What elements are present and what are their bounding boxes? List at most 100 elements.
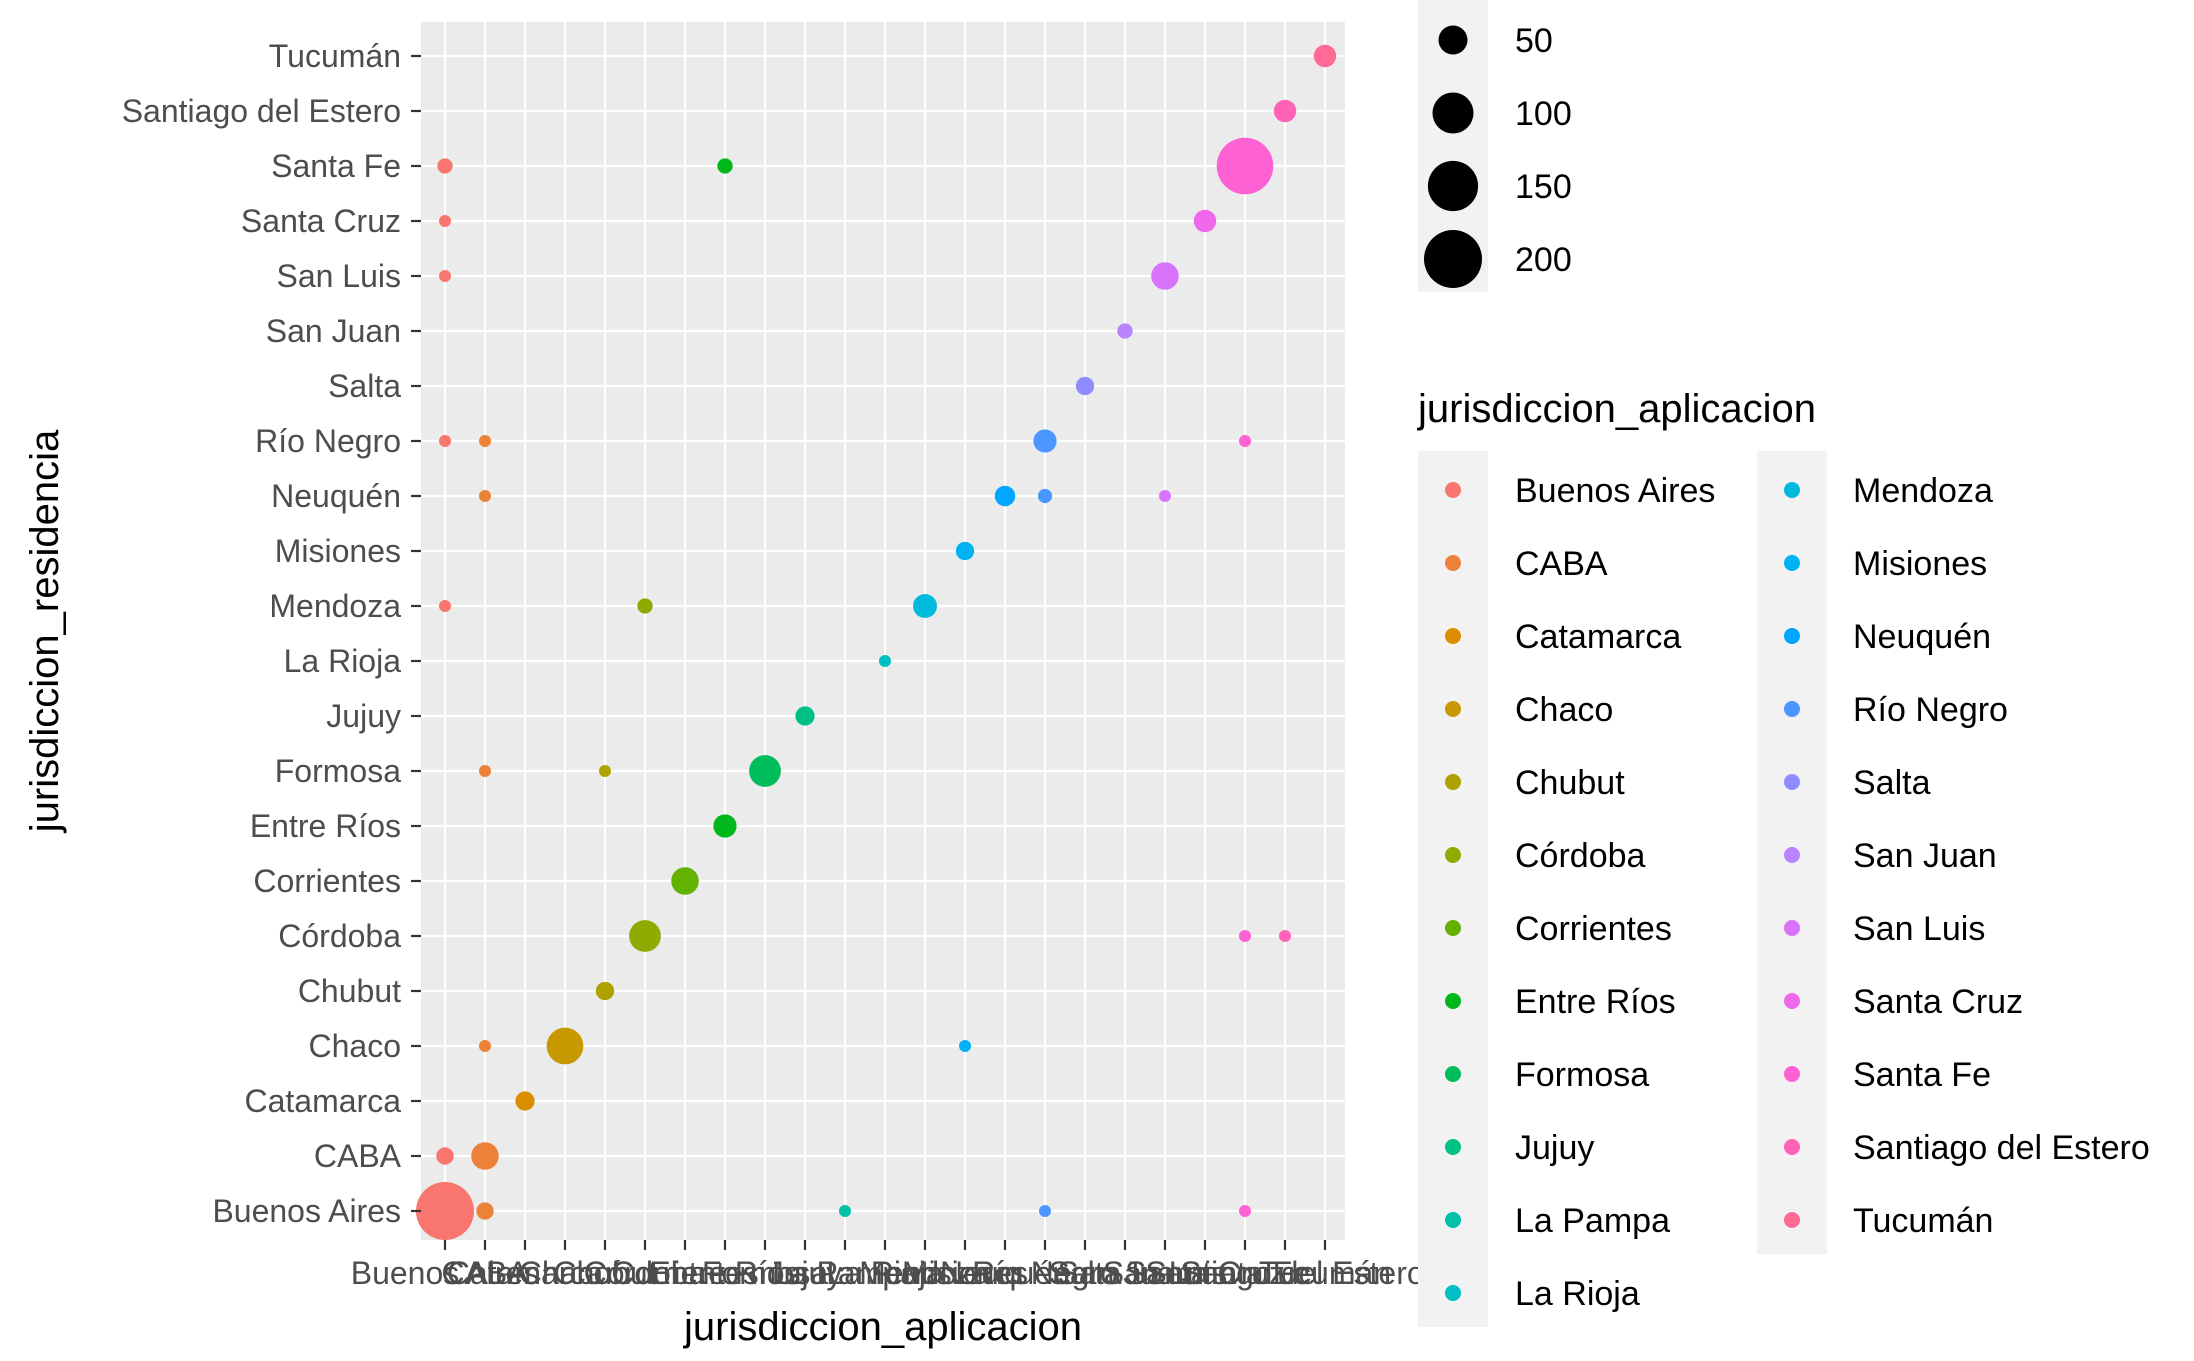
data-point	[637, 598, 653, 614]
color-legend: jurisdiccion_aplicacion Buenos Aires CABA…	[1417, 387, 2150, 1327]
y-tick-label: Río Negro	[255, 423, 401, 459]
data-point	[1239, 1205, 1251, 1217]
data-point	[1279, 930, 1291, 942]
color-legend-swatch	[1784, 1212, 1800, 1228]
data-point	[1273, 99, 1297, 123]
color-legend-swatch	[1445, 555, 1461, 571]
x-tick-label: La Pampa	[772, 1255, 918, 1291]
data-point	[839, 1205, 851, 1217]
y-tick-label: Mendoza	[269, 588, 401, 624]
data-point	[1037, 488, 1053, 504]
data-point	[1193, 209, 1217, 233]
y-tick-label: Córdoba	[278, 918, 401, 954]
color-legend-swatch	[1784, 555, 1800, 571]
size-legend-label: 100	[1515, 95, 1572, 133]
x-tick-label: Corrientes	[611, 1255, 759, 1291]
color-legend-label: Buenos Aires	[1515, 472, 1715, 510]
color-legend-label: Santiago del Estero	[1853, 1129, 2150, 1167]
data-point	[439, 600, 451, 612]
x-tick-label: Santa Cruz	[1125, 1255, 1285, 1291]
color-legend-swatch	[1445, 482, 1461, 498]
color-legend-label: Neuquén	[1853, 618, 1991, 656]
color-legend-label: Tucumán	[1853, 1202, 1993, 1240]
data-point	[479, 490, 491, 502]
data-point	[439, 215, 451, 227]
color-legend-swatch	[1784, 1139, 1800, 1155]
y-tick-label: Catamarca	[245, 1083, 402, 1119]
data-point	[955, 541, 975, 561]
data-point	[959, 1040, 971, 1052]
size-legend-circle	[1424, 230, 1482, 288]
size-legend-circle	[1427, 160, 1479, 212]
x-tick-label: Entre Ríos	[649, 1255, 800, 1291]
x-tick-label: Jujuy	[768, 1255, 843, 1291]
data-point	[1313, 44, 1337, 68]
color-legend-swatch	[1784, 482, 1800, 498]
color-legend-swatch	[1445, 628, 1461, 644]
size-legend-label: 50	[1515, 22, 1553, 60]
color-legend-label: Río Negro	[1853, 691, 2008, 729]
color-legend-swatch	[1784, 628, 1800, 644]
x-axis-title: jurisdiccion_aplicacion	[683, 1305, 1082, 1349]
data-point	[595, 981, 615, 1001]
y-tick-label: Neuquén	[271, 478, 401, 514]
color-legend-swatch	[1445, 1285, 1461, 1301]
x-tick-label: San Juan	[1057, 1255, 1192, 1291]
color-legend-swatch	[1784, 774, 1800, 790]
y-tick-label: Chubut	[298, 973, 401, 1009]
color-legend-swatch	[1445, 1139, 1461, 1155]
x-tick-label: Neuquén	[940, 1255, 1070, 1291]
color-legend-label: Salta	[1853, 764, 1931, 802]
x-tick-label: Formosa	[702, 1255, 828, 1291]
y-tick-label: Jujuy	[326, 698, 401, 734]
data-point	[795, 706, 815, 726]
data-point	[1117, 323, 1133, 339]
data-point	[546, 1027, 584, 1065]
x-axis: Buenos AiresCABACatamarcaChacoChubutCórd…	[351, 1240, 1425, 1291]
x-tick-label: Mendoza	[859, 1255, 991, 1291]
y-tick-label: Misiones	[275, 533, 401, 569]
data-point	[879, 655, 891, 667]
color-legend-swatch	[1445, 847, 1461, 863]
color-legend-label: Corrientes	[1515, 910, 1672, 948]
color-legend-label: San Juan	[1853, 837, 1997, 875]
x-tick-label: CABA	[441, 1255, 529, 1291]
size-legend-label: 200	[1515, 241, 1572, 279]
color-legend-label: Entre Ríos	[1515, 983, 1676, 1021]
color-legend-label: Formosa	[1515, 1056, 1649, 1094]
x-tick-label: Misiones	[902, 1255, 1028, 1291]
color-legend-swatch	[1445, 701, 1461, 717]
color-legend-label: Córdoba	[1515, 837, 1646, 875]
y-tick-label: Buenos Aires	[212, 1193, 401, 1229]
y-tick-label: Formosa	[275, 753, 401, 789]
data-point	[1151, 262, 1179, 290]
color-legend-swatch	[1445, 993, 1461, 1009]
data-point	[439, 435, 451, 447]
y-tick-label: San Luis	[276, 258, 401, 294]
color-legend-swatch	[1784, 1066, 1800, 1082]
color-legend-swatch	[1445, 1212, 1461, 1228]
x-tick-label: Catamarca	[447, 1255, 604, 1291]
x-tick-label: Salta	[1049, 1255, 1122, 1291]
data-point	[479, 435, 491, 447]
data-point	[713, 814, 737, 838]
data-point	[671, 867, 699, 895]
x-tick-label: Santa Fe	[1180, 1255, 1310, 1291]
data-point	[476, 1202, 494, 1220]
data-point	[1239, 930, 1251, 942]
data-point	[436, 1147, 454, 1165]
x-tick-label: Chaco	[519, 1255, 612, 1291]
color-legend-label: Jujuy	[1515, 1129, 1594, 1167]
y-axis: Buenos Aires CABA Catamarca Chaco Chubut Córd…	[122, 38, 421, 1229]
data-point	[1216, 137, 1274, 195]
data-point	[1159, 490, 1171, 502]
y-tick-label: Entre Ríos	[250, 808, 401, 844]
y-tick-label: Corrientes	[253, 863, 401, 899]
color-legend-label: Santa Cruz	[1853, 983, 2023, 1021]
x-tick-label: La Rioja	[826, 1255, 944, 1291]
y-tick-label: CABA	[314, 1138, 402, 1174]
y-tick-label: Salta	[328, 368, 401, 404]
color-legend-title: jurisdiccion_aplicacion	[1417, 387, 1816, 431]
y-tick-label: Santiago del Estero	[122, 93, 401, 129]
